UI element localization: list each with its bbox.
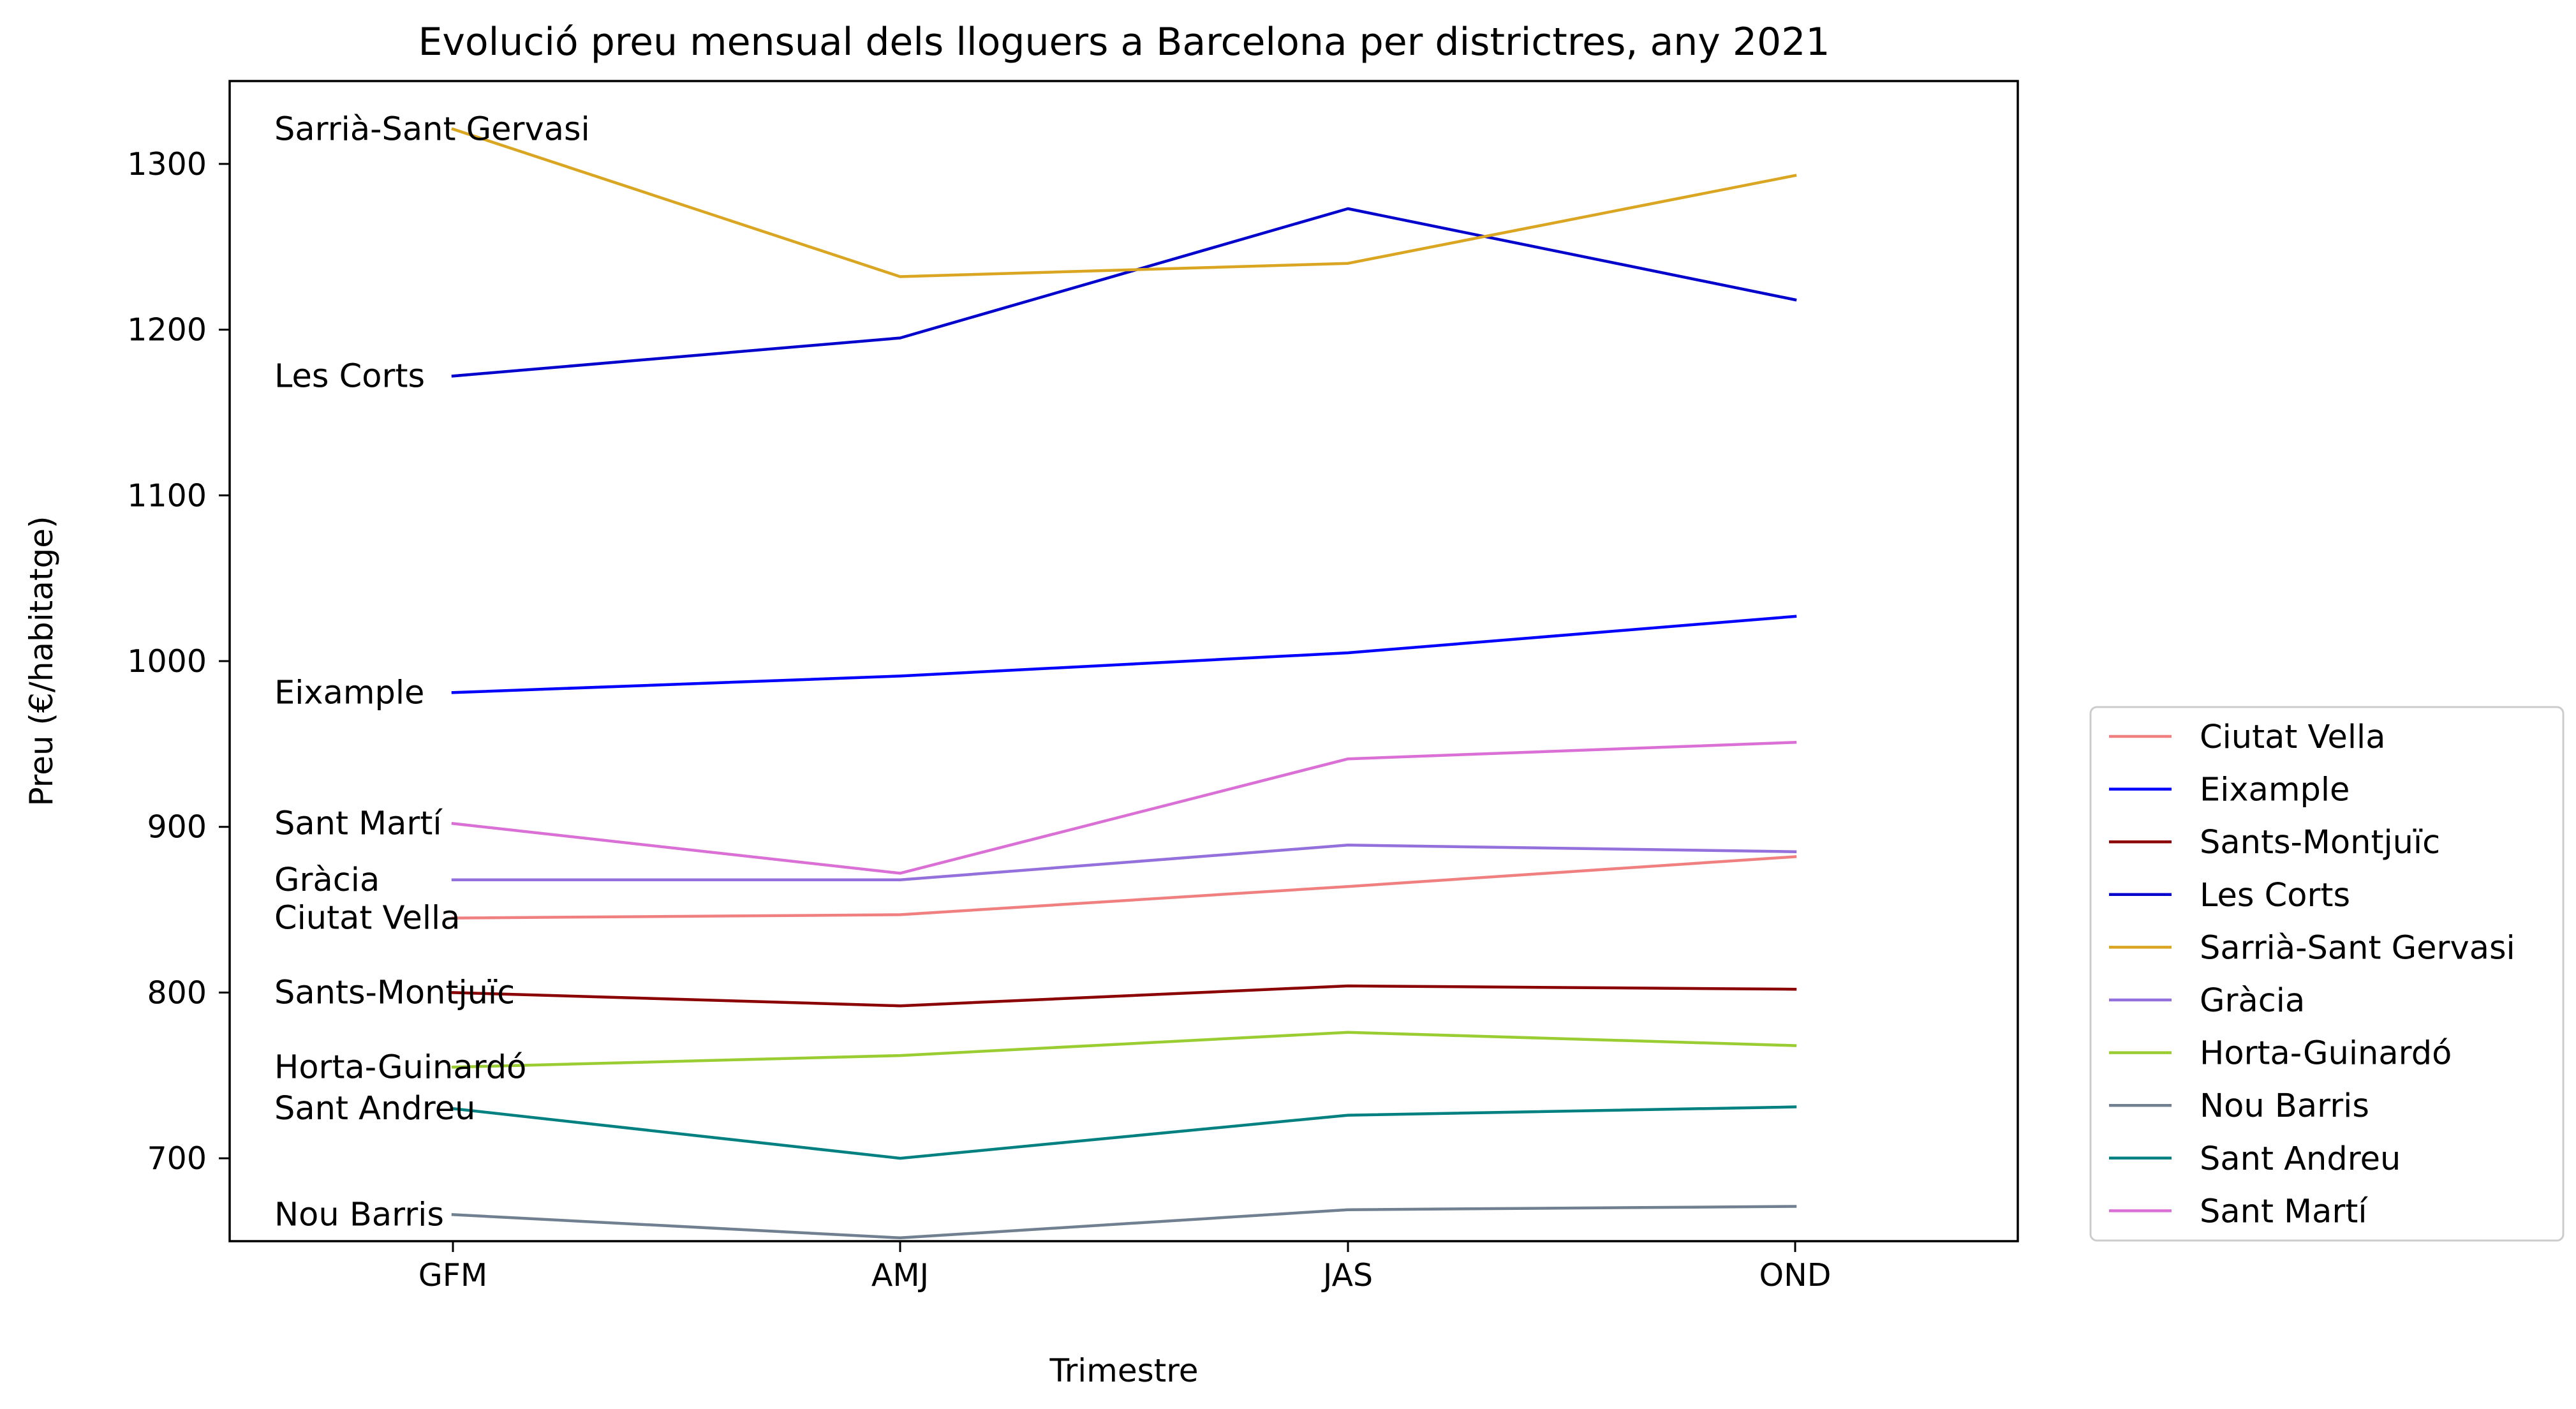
y-axis: 700 800 900 1000 1100 1200 1300 xyxy=(127,146,230,1177)
series-line xyxy=(451,1105,1797,1160)
legend-label: Ciutat Vella xyxy=(2200,719,2385,756)
series-label: Sarrià-Sant Gervasi xyxy=(274,110,590,148)
series-line xyxy=(451,127,1797,278)
x-tick-label: GFM xyxy=(418,1257,487,1293)
legend-label: Sants-Montjuïc xyxy=(2200,824,2440,861)
legend-label: Sant Andreu xyxy=(2200,1140,2401,1178)
series-line xyxy=(451,984,1797,1008)
x-axis-label: Trimestre xyxy=(1049,1352,1199,1389)
legend-items: Ciutat Vella Eixample Sants-Montjuïc Les Co… xyxy=(2109,719,2515,1230)
legend-label: Gràcia xyxy=(2200,982,2305,1020)
y-tick-label: 1000 xyxy=(127,643,207,680)
series-label: Sant Martí xyxy=(274,805,443,843)
x-tick-label: AMJ xyxy=(871,1257,929,1293)
legend-label: Nou Barris xyxy=(2200,1087,2369,1125)
series-line xyxy=(451,207,1797,378)
series-label: Ciutat Vella xyxy=(274,900,460,937)
series-label: Sant Andreu xyxy=(274,1090,475,1128)
series-label: Nou Barris xyxy=(274,1196,444,1234)
series-line xyxy=(451,740,1797,875)
x-axis: GFM AMJ JAS OND xyxy=(418,1241,1832,1293)
series-label: Sants-Montjuïc xyxy=(274,974,515,1011)
x-tick-label: OND xyxy=(1759,1257,1832,1293)
series-line xyxy=(451,1031,1797,1069)
legend-label: Horta-Guinardó xyxy=(2200,1035,2452,1073)
y-tick-label: 1100 xyxy=(127,477,207,514)
y-tick-label: 800 xyxy=(147,974,207,1011)
y-tick-label: 1300 xyxy=(127,146,207,183)
y-axis-label: Preu (€/habitatge) xyxy=(23,516,60,806)
legend-label: Eixample xyxy=(2200,772,2350,809)
x-tick-label: JAS xyxy=(1321,1257,1373,1293)
series-line xyxy=(451,855,1797,920)
series-start-labels: Ciutat Vella Eixample Sants-Montjuïc Les Co… xyxy=(274,110,590,1234)
series-label: Les Corts xyxy=(274,357,425,395)
series-line xyxy=(451,844,1797,882)
chart-title: Evolució preu mensual dels lloguers a Ba… xyxy=(418,20,1830,64)
y-tick-label: 700 xyxy=(147,1140,207,1177)
legend-frame xyxy=(2089,706,2565,1242)
legend-label: Sarrià-Sant Gervasi xyxy=(2200,929,2515,967)
series-label: Gràcia xyxy=(274,861,380,899)
legend-label: Sant Martí xyxy=(2200,1193,2368,1230)
series-line xyxy=(451,1205,1797,1240)
series-line xyxy=(451,615,1797,694)
legend-label: Les Corts xyxy=(2200,877,2350,914)
series-label: Eixample xyxy=(274,674,424,712)
y-tick-label: 1200 xyxy=(127,312,207,348)
y-tick-label: 900 xyxy=(147,809,207,846)
legend: Ciutat Vella Eixample Sants-Montjuïc Les Co… xyxy=(2089,706,2565,1242)
series-label: Horta-Guinardó xyxy=(274,1048,526,1086)
series-lines xyxy=(451,127,1797,1240)
